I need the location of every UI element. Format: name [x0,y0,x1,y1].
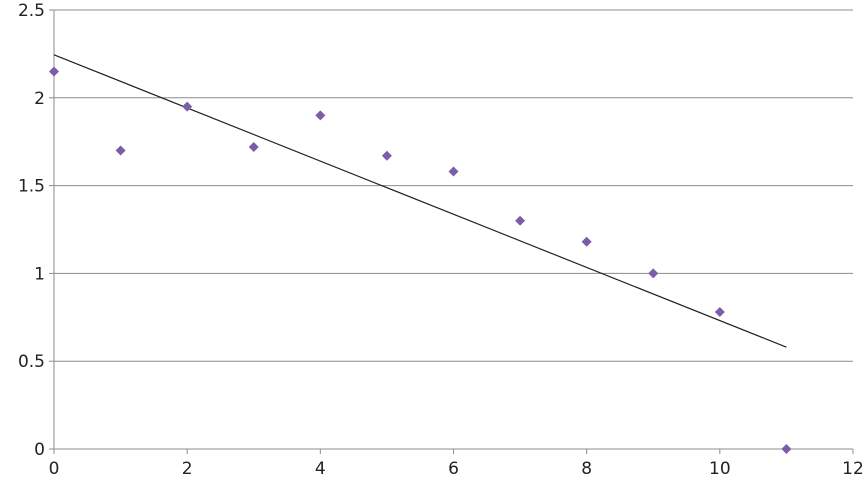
y-tick-label-1: 0.5 [18,352,45,372]
x-tick-label-5: 10 [709,459,731,479]
data-points [49,66,792,454]
data-point-5 [381,150,392,161]
data-point-10 [714,307,725,318]
y-tick-label-5: 2.5 [18,1,45,21]
data-point-2 [182,101,193,112]
gridlines [54,9,853,362]
data-point-9 [648,268,659,279]
y-tick-label-4: 2 [34,89,45,109]
x-tick-label-3: 6 [448,459,459,479]
data-point-4 [315,110,326,121]
data-point-0 [49,66,59,77]
trendline-layer [53,54,787,348]
trendline [53,54,787,348]
data-point-11 [781,444,792,454]
data-point-3 [248,141,259,152]
x-tick-label-0: 0 [49,459,60,479]
data-point-7 [515,215,526,226]
y-tick-label-0: 0 [34,440,45,460]
data-point-8 [581,236,592,247]
x-tick-label-4: 8 [581,459,592,479]
x-tick-label-2: 4 [315,459,326,479]
y-tick-label-2: 1 [34,264,45,284]
axes [49,9,854,454]
tick-labels: 0 0.5 1 1.5 2 2.5 0 2 4 6 8 10 12 [18,1,864,479]
data-point-1 [115,145,126,156]
x-tick-label-6: 12 [842,459,864,479]
x-tick-label-1: 2 [182,459,193,479]
y-tick-label-3: 1.5 [18,177,45,197]
data-point-6 [448,166,459,177]
